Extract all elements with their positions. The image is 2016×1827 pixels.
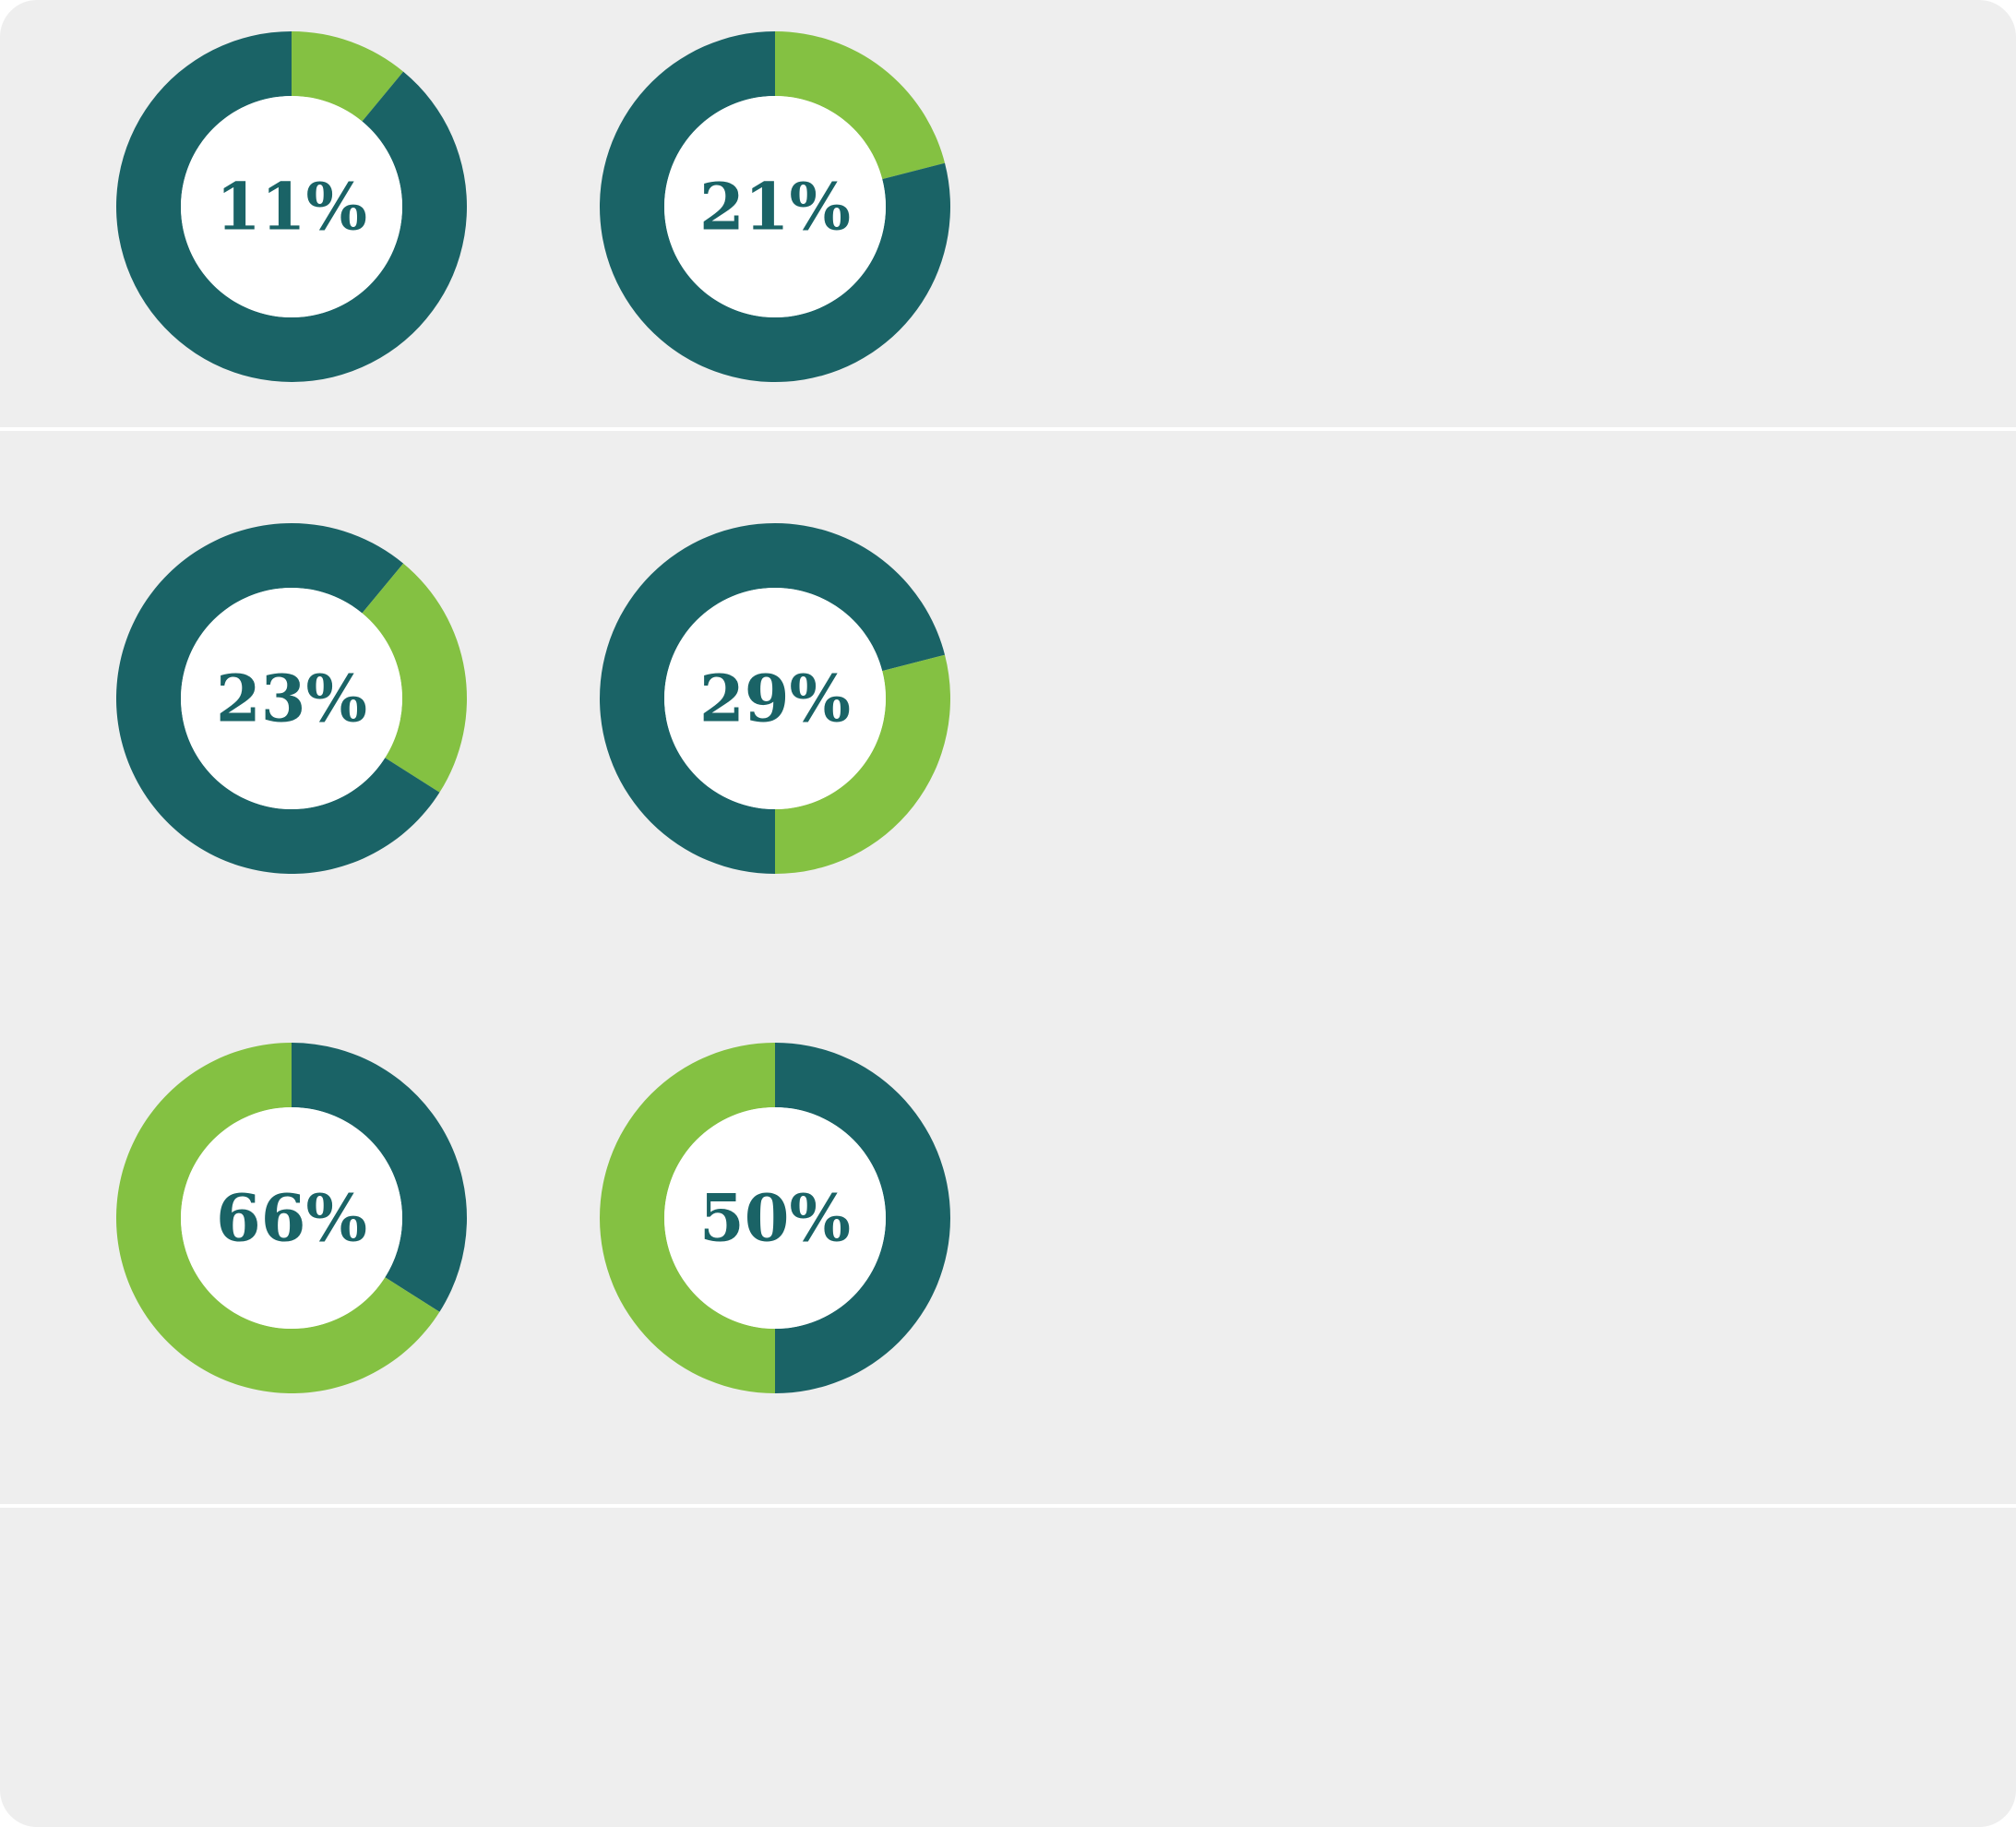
center-label: 23% — [216, 661, 367, 737]
donut-hole — [664, 588, 886, 809]
donut-hole — [181, 1107, 402, 1329]
donut-hole — [181, 96, 402, 317]
donut-segment — [116, 1043, 440, 1393]
donut-segment — [115, 523, 440, 874]
donut-hole — [181, 588, 402, 809]
donut-segment — [292, 523, 404, 614]
donut-segment — [600, 1043, 775, 1393]
donut-segment — [775, 523, 946, 672]
donut-segment — [600, 31, 950, 383]
donut-segment — [775, 31, 946, 180]
center-label: 66% — [216, 1180, 367, 1257]
donut-segment — [292, 1043, 468, 1312]
donut-segment — [775, 1043, 950, 1393]
donut-hole — [664, 96, 886, 317]
center-label: 50% — [699, 1180, 851, 1257]
donut-segment — [362, 563, 467, 793]
center-label: 21% — [699, 169, 851, 245]
divider — [0, 427, 2016, 431]
donut-segment — [292, 31, 404, 122]
center-label: 29% — [699, 661, 851, 737]
donut-segment — [775, 654, 950, 874]
divider — [0, 1504, 2016, 1508]
donut-segment — [116, 31, 468, 382]
center-label: 11% — [216, 169, 367, 245]
donut-segment — [600, 523, 775, 874]
donut-hole — [664, 1107, 886, 1329]
